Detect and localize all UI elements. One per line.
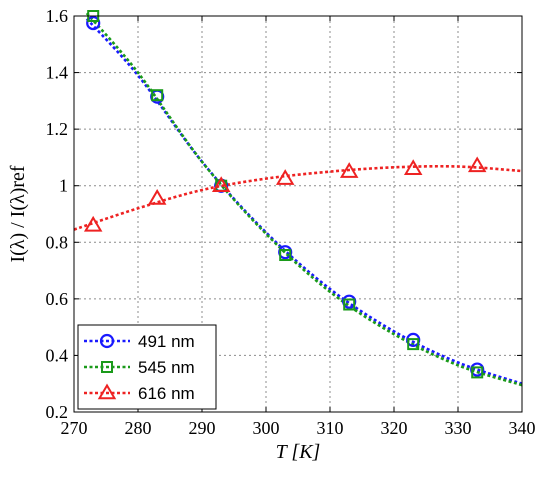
fit-curve-491-nm (85, 17, 523, 385)
x-tick-label: 320 (381, 418, 408, 438)
x-tick-label: 300 (253, 418, 280, 438)
x-axis-label: T [K] (276, 441, 321, 463)
data-point-616-nm (211, 176, 231, 192)
fit-curve-545-nm (85, 12, 523, 387)
data-point-616-nm (339, 162, 359, 178)
data-point-545-nm (407, 338, 420, 351)
x-tick-labels: 270 280 290 300 310 320 330 340 (61, 418, 536, 438)
data-point-616-nm (275, 169, 295, 185)
fit-curve-616-nm (73, 164, 523, 231)
legend-label-616-nm: 616 nm (138, 384, 195, 403)
y-tick-label: 1.2 (46, 119, 69, 139)
plot-frame (73, 15, 523, 413)
legend-label-545-nm: 545 nm (138, 358, 195, 377)
data-point-545-nm (343, 298, 356, 311)
y-tick-label: 1.6 (46, 6, 69, 26)
data-point-616-nm (467, 156, 487, 173)
legend-marker-545-nm (101, 361, 113, 373)
legend-marker-491-nm (99, 333, 115, 349)
data-point-616-nm (403, 159, 423, 175)
data-point-616-nm (83, 215, 103, 232)
legend-marker-616-nm (97, 383, 117, 400)
y-tick-label: 1.4 (46, 63, 69, 83)
data-point-491-nm (86, 15, 101, 31)
x-tick-label: 310 (317, 418, 344, 438)
x-tick-label: 290 (189, 418, 216, 438)
x-tick-label: 340 (509, 418, 536, 438)
legend-label-491-nm: 491 nm (138, 332, 195, 351)
data-point-545-nm (151, 89, 164, 102)
y-axis-label: I(λ) / I(λ)ref (7, 165, 29, 262)
y-tick-label: 0.6 (46, 289, 69, 309)
data-point-545-nm (471, 366, 484, 379)
y-tick-label: 0.8 (46, 232, 69, 252)
x-tick-label: 280 (125, 418, 152, 438)
ticks (73, 15, 523, 413)
data-point-616-nm (147, 188, 167, 205)
legend: 491 nm 545 nm 616 nm (77, 324, 217, 410)
y-tick-label: 1 (59, 176, 68, 196)
data-markers (83, 10, 487, 379)
y-tick-label: 0.4 (46, 345, 69, 365)
data-point-545-nm (279, 249, 292, 262)
fit-curves (73, 12, 523, 387)
x-tick-label: 330 (445, 418, 472, 438)
x-tick-label: 270 (61, 418, 88, 438)
y-tick-label: 0.2 (46, 402, 69, 422)
y-tick-labels: 0.2 0.4 0.6 0.8 1 1.2 1.4 1.6 (46, 6, 69, 422)
